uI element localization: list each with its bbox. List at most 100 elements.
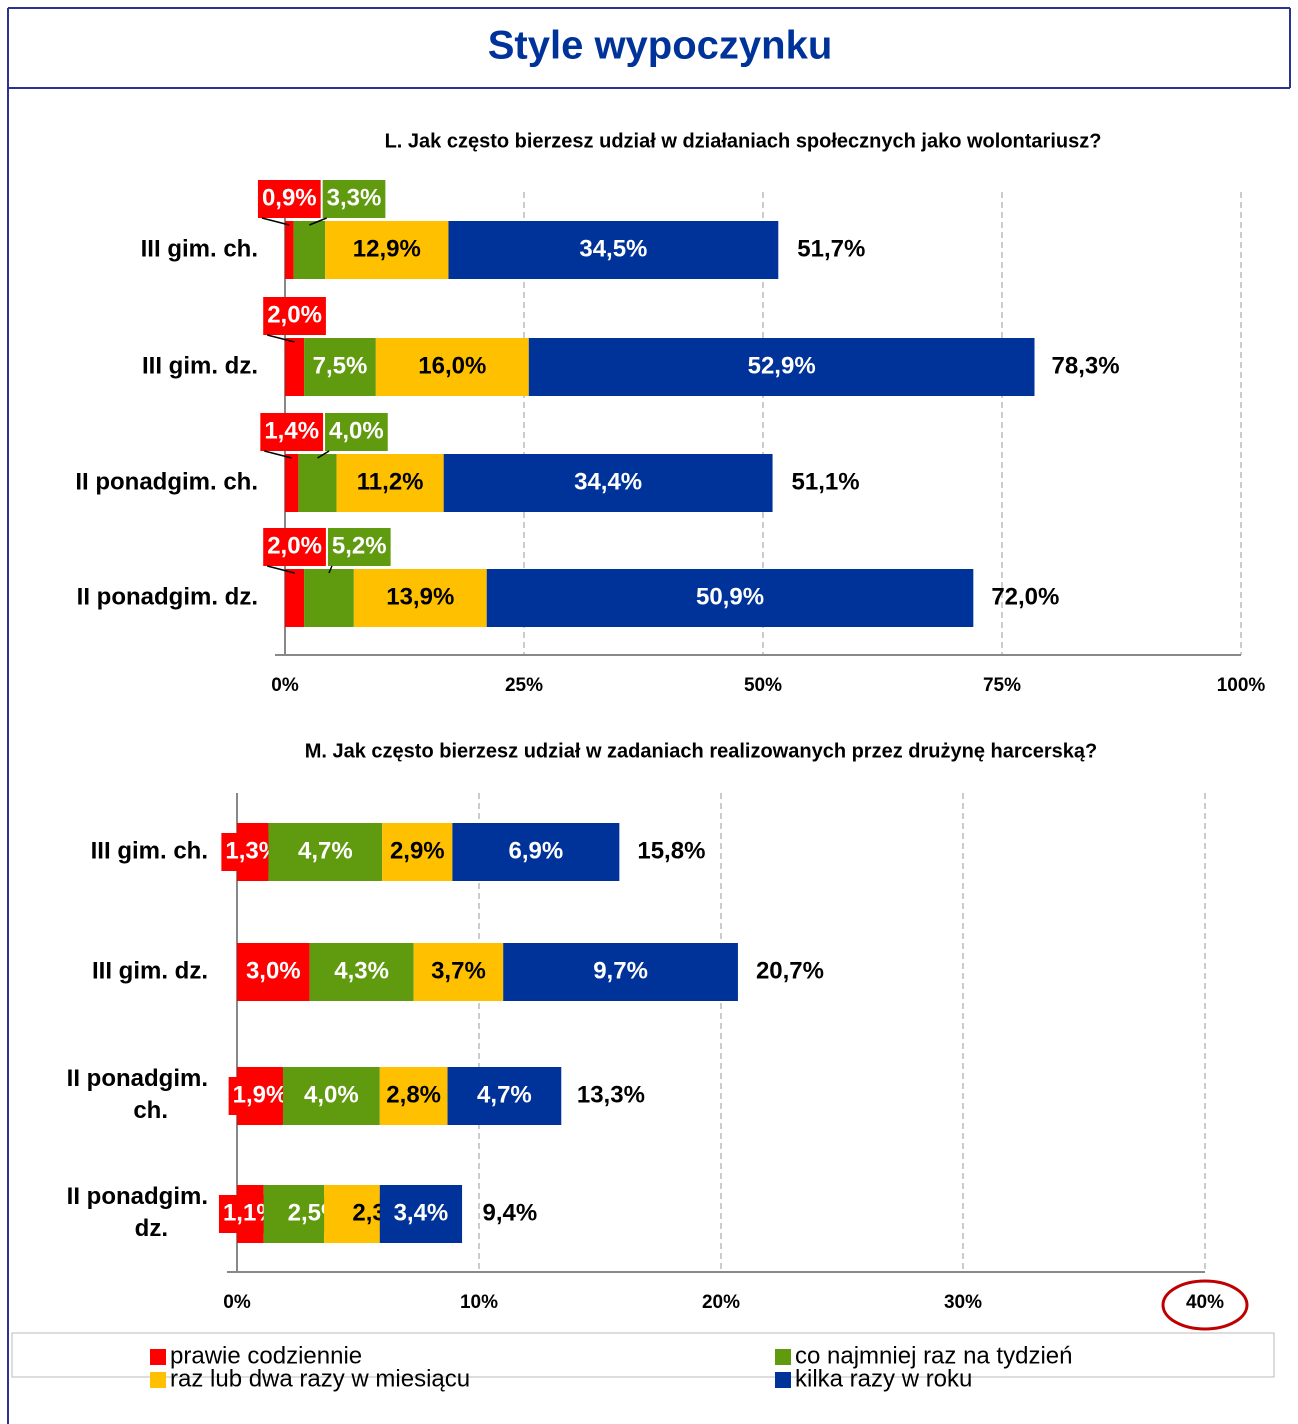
bar-segment: [304, 569, 354, 627]
total-label: 51,1%: [792, 468, 860, 495]
data-label-box: [327, 528, 391, 566]
x-tick-label: 0%: [223, 1292, 251, 1313]
category-label: II ponadgim. dz.: [67, 1183, 208, 1242]
data-label-box: [263, 297, 326, 335]
bar-segment: [268, 823, 383, 881]
x-tick-label: 25%: [505, 675, 543, 696]
data-label: 4,0%: [304, 1081, 359, 1108]
bar-segment: [298, 454, 337, 512]
data-label-box: [257, 180, 321, 218]
chart-title: L. Jak często bierzesz udział w działani…: [385, 130, 1102, 152]
data-label-box: [260, 413, 324, 451]
bar-segment: [309, 943, 414, 1001]
bar-segment: [304, 338, 376, 396]
data-label: 50,9%: [696, 583, 764, 610]
data-label: 4,3%: [334, 957, 389, 984]
legend-swatch: [150, 1349, 166, 1365]
category-label: III gim. ch.: [141, 235, 258, 262]
bar-segment: [237, 943, 310, 1001]
legend-label: raz lub dwa razy w miesiącu: [170, 1365, 470, 1392]
bar-segment: [447, 1067, 562, 1125]
bar-segment: [282, 1067, 380, 1125]
data-label: 6,9%: [509, 837, 564, 864]
total-label: 51,7%: [797, 235, 865, 262]
bar-segment: [285, 569, 305, 627]
data-label: 3,3%: [327, 184, 382, 211]
leader-line: [264, 450, 292, 459]
data-label: 3,4%: [394, 1199, 449, 1226]
legend-swatch: [775, 1372, 791, 1388]
data-label: 4,7%: [477, 1081, 532, 1108]
total-label: 9,4%: [482, 1199, 537, 1226]
data-label: 12,9%: [353, 235, 421, 262]
leader-line: [309, 217, 327, 226]
total-label: 15,8%: [637, 837, 705, 864]
data-label: 11,2%: [357, 468, 424, 495]
bar-segment: [503, 943, 738, 1001]
leader-line: [317, 450, 330, 459]
bar-segment: [285, 221, 294, 279]
x-tick-label: 50%: [744, 675, 782, 696]
legend-box: [11, 1332, 1275, 1378]
data-label: 4,7%: [298, 837, 353, 864]
x-tick-label: 30%: [944, 1292, 982, 1313]
bar-segment: [528, 338, 1035, 396]
legend-swatch: [775, 1349, 791, 1365]
data-label: 1,4%: [264, 417, 319, 444]
data-label: 3,7%: [431, 957, 486, 984]
category-label: II ponadgim. ch.: [67, 1065, 208, 1124]
x-tick-label: 75%: [983, 675, 1021, 696]
data-label: 2,8%: [386, 1081, 441, 1108]
x-tick-label: 100%: [1217, 675, 1266, 696]
bar-segment: [375, 338, 529, 396]
bar-segment: [325, 221, 449, 279]
data-label: 2,9%: [390, 837, 445, 864]
leader-line: [261, 217, 290, 226]
bar-segment: [379, 1185, 463, 1243]
highlight-ellipse: [1161, 1279, 1249, 1331]
total-label: 72,0%: [991, 583, 1059, 610]
category-label: III gim. ch.: [91, 837, 208, 864]
data-label: 4,0%: [329, 417, 384, 444]
bar-segment: [336, 454, 444, 512]
bar-segment: [413, 943, 504, 1001]
data-label: 2,0%: [267, 301, 322, 328]
bar-segment: [448, 221, 779, 279]
data-label-box: [228, 1077, 292, 1115]
legend-label: prawie codziennie: [170, 1342, 362, 1369]
leader-line: [267, 334, 295, 343]
bar-segment: [293, 221, 326, 279]
bar-segment: [452, 823, 620, 881]
total-label: 13,3%: [577, 1081, 645, 1108]
leader-line: [328, 565, 333, 574]
data-label: 9,7%: [593, 957, 648, 984]
legend-swatch: [150, 1372, 166, 1388]
bar-segment: [285, 454, 299, 512]
bar-segment: [353, 569, 487, 627]
bar-segment: [443, 454, 773, 512]
category-label: II ponadgim. ch.: [75, 468, 258, 495]
x-tick-label: 10%: [460, 1292, 498, 1313]
total-label: 78,3%: [1052, 352, 1120, 379]
total-label: 20,7%: [756, 957, 824, 984]
data-label-box: [325, 413, 388, 451]
data-label: 5,2%: [332, 532, 387, 559]
x-tick-label: 0%: [271, 675, 299, 696]
data-label: 0,9%: [262, 184, 317, 211]
legend-label: co najmniej raz na tydzień: [795, 1342, 1072, 1369]
data-label: 34,5%: [579, 235, 647, 262]
data-label: 1,9%: [233, 1081, 288, 1108]
bar-segment: [379, 1067, 448, 1125]
x-tick-label: 20%: [702, 1292, 740, 1313]
bar-segment: [486, 569, 974, 627]
category-label: III gim. dz.: [142, 352, 258, 379]
x-tick-label: 40%: [1186, 1292, 1224, 1313]
data-label: 34,4%: [574, 468, 642, 495]
data-label: 16,0%: [418, 352, 486, 379]
legend-label: kilka razy w roku: [795, 1365, 972, 1392]
category-label: II ponadgim. dz.: [77, 583, 258, 610]
category-label: III gim. dz.: [92, 957, 208, 984]
data-label: 7,5%: [313, 352, 368, 379]
